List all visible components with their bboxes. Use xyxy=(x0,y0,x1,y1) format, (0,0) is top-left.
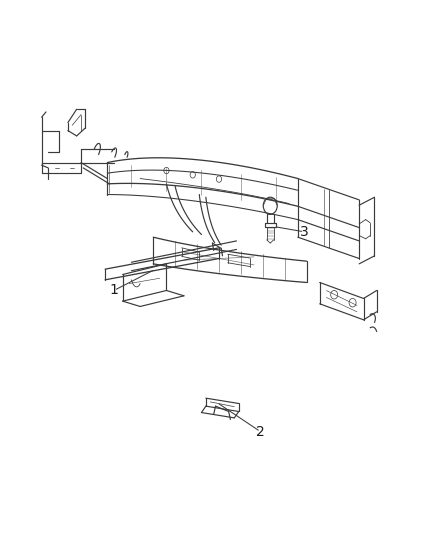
Text: 2: 2 xyxy=(256,425,265,439)
Text: 1: 1 xyxy=(110,284,118,297)
Text: 3: 3 xyxy=(300,225,309,239)
